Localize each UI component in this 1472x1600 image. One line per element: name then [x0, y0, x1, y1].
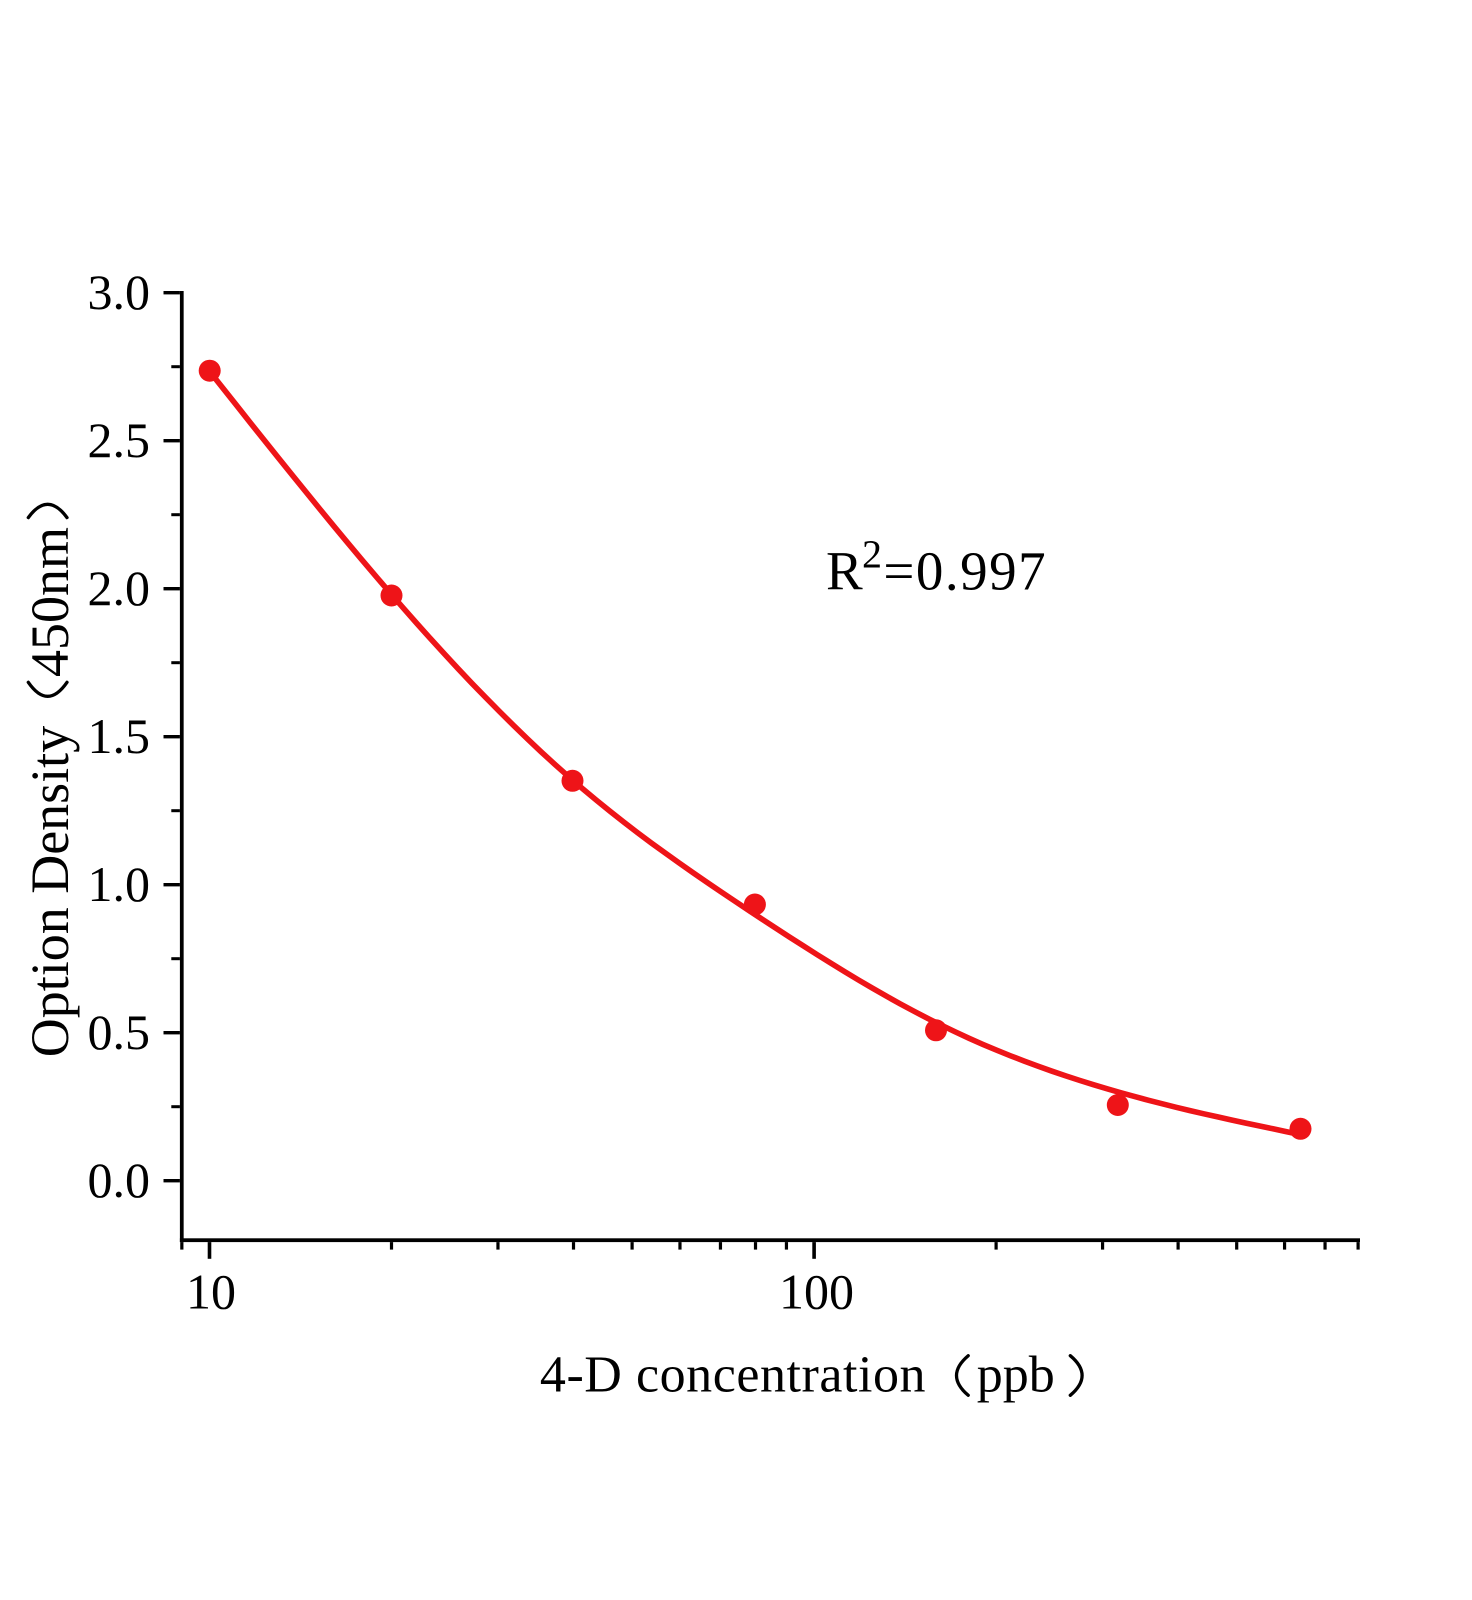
svg-text:4-D concentration: 4-D concentration: [540, 1347, 926, 1404]
svg-text:3.0: 3.0: [88, 264, 151, 320]
svg-text:2.5: 2.5: [88, 412, 151, 468]
svg-text:=0.997: =0.997: [883, 541, 1047, 602]
svg-text:1.5: 1.5: [88, 708, 151, 764]
svg-text:0.5: 0.5: [88, 1004, 151, 1060]
svg-text:10: 10: [186, 1264, 236, 1320]
svg-text:450nm: 450nm: [20, 527, 80, 677]
svg-text:1.0: 1.0: [88, 856, 151, 912]
svg-text:2.0: 2.0: [88, 560, 151, 616]
svg-text:Option Density: Option Density: [20, 726, 80, 1058]
svg-text:R: R: [826, 541, 863, 602]
svg-text:0.0: 0.0: [88, 1152, 151, 1208]
svg-text:100: 100: [779, 1264, 854, 1320]
svg-text:ppb: ppb: [977, 1347, 1055, 1404]
